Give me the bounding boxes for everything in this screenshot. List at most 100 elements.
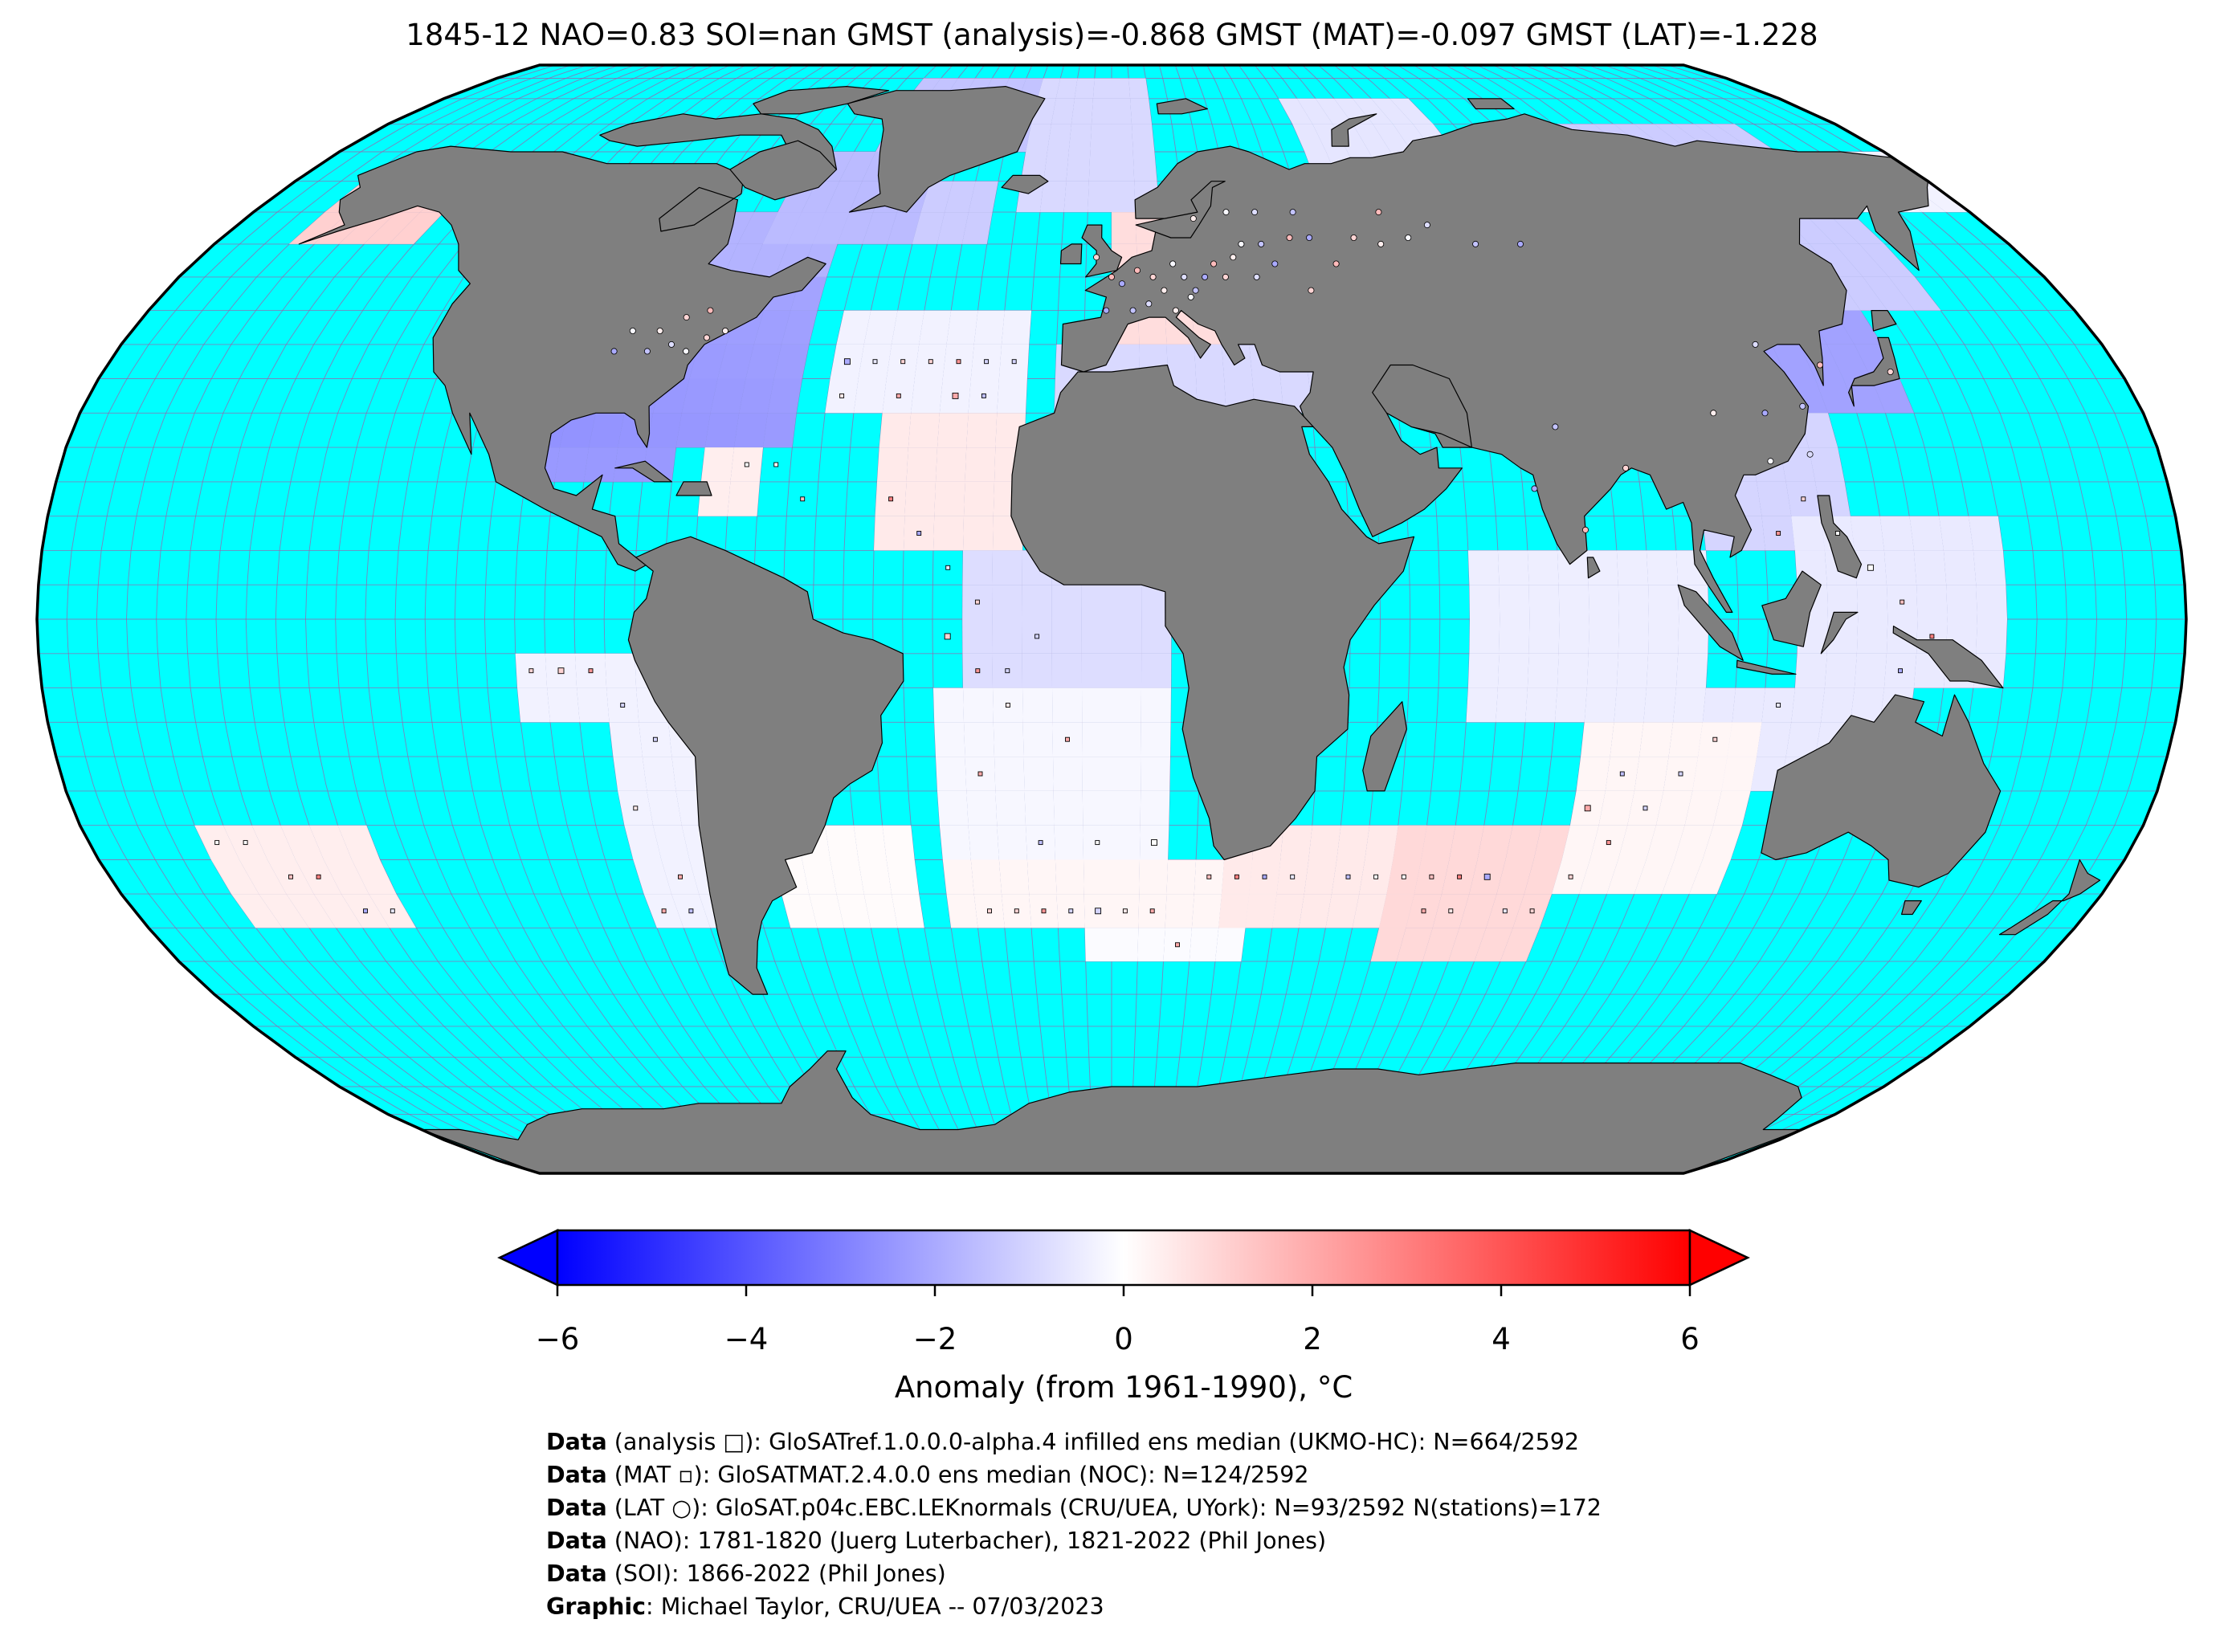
anomaly-cell <box>1068 124 1092 152</box>
anomaly-cell <box>1112 653 1142 688</box>
station-marker <box>1350 234 1357 241</box>
anomaly-cell <box>675 413 711 448</box>
land-antarctica <box>421 1050 1802 1173</box>
station-marker <box>1622 464 1630 471</box>
anomaly-cell <box>324 859 369 895</box>
anomaly-cell <box>1588 585 1619 619</box>
credit-line: Data (SOI): 1866-2022 (Phil Jones) <box>546 1557 1602 1590</box>
anomaly-cell <box>825 825 859 860</box>
anomaly-cell <box>1837 276 1887 311</box>
anomaly-cell <box>1353 98 1394 124</box>
anomaly-cell <box>1022 585 1052 619</box>
anomaly-cell <box>1821 687 1855 723</box>
credit-text: (LAT ○): GloSAT.p04c.EBC.LEKnormals (CRU… <box>606 1495 1602 1521</box>
station-marker <box>1887 368 1894 375</box>
anomaly-cell <box>1271 894 1304 928</box>
anomaly-cell <box>1132 124 1155 152</box>
anomaly-cell <box>1141 757 1170 791</box>
anomaly-cell <box>1826 585 1859 619</box>
station-marker <box>1108 273 1116 280</box>
anomaly-cell <box>1648 619 1679 654</box>
anomaly-cell <box>830 859 864 895</box>
land-borneo <box>1761 570 1822 647</box>
anomaly-cell <box>689 344 727 379</box>
anomaly-cell <box>1092 98 1112 124</box>
anomaly-cell <box>1757 722 1792 757</box>
anomaly-cell <box>1353 124 1391 152</box>
obs-marker <box>1005 668 1010 674</box>
anomaly-cell <box>1854 653 1887 688</box>
anomaly-cell <box>583 447 618 482</box>
globe-outline <box>35 63 2188 1175</box>
obs-marker <box>1095 908 1102 915</box>
anomaly-cell <box>1022 687 1053 723</box>
anomaly-cell <box>946 310 978 345</box>
anomaly-cell <box>1554 687 1587 723</box>
anomaly-cell <box>389 212 444 244</box>
anomaly-cell <box>1421 825 1456 860</box>
anomaly-cell <box>1112 212 1136 244</box>
station-marker <box>1332 260 1340 267</box>
station-marker <box>1531 485 1538 492</box>
land-hispaniola <box>675 481 712 496</box>
anomaly-cell <box>1527 653 1559 688</box>
anomaly-cell <box>874 516 905 551</box>
anomaly-cell <box>934 722 965 757</box>
anomaly-cell <box>1215 928 1246 962</box>
anomaly-cell <box>1299 894 1332 928</box>
colorbar-tick-label: 2 <box>1303 1322 1322 1356</box>
credit-line: Data (analysis □): GloSATref.1.0.0.0-alp… <box>546 1426 1602 1458</box>
anomaly-cell <box>1112 790 1141 826</box>
anomaly-cell <box>1616 653 1649 688</box>
anomaly-cell <box>1022 722 1053 757</box>
anomaly-cell <box>1946 585 1977 619</box>
anomaly-cell <box>1581 722 1614 757</box>
anomaly-cell <box>1140 790 1170 826</box>
colorbar-tick-label: −4 <box>724 1322 769 1356</box>
anomaly-cell <box>1557 550 1589 585</box>
anomaly-cell <box>836 894 871 928</box>
anomaly-cell <box>589 413 625 448</box>
anomaly-cell <box>809 894 844 928</box>
land-south-america <box>627 536 904 995</box>
data-credits: Data (analysis □): GloSATref.1.0.0.0-alp… <box>546 1426 1602 1623</box>
land-svalbard <box>1156 98 1208 115</box>
anomaly-cell <box>1474 928 1513 962</box>
anomaly-cell <box>733 413 768 448</box>
land-sri-lanka <box>1586 557 1601 579</box>
obs-marker <box>956 359 961 365</box>
credit-text: (analysis □): GloSATref.1.0.0.0-alpha.4 … <box>606 1429 1579 1455</box>
anomaly-cell <box>1477 825 1513 860</box>
credit-label: Data <box>546 1429 607 1455</box>
station-marker <box>1145 300 1153 308</box>
anomaly-cell <box>911 378 943 414</box>
station-marker <box>1308 287 1315 294</box>
anomaly-cell <box>338 212 397 244</box>
anomaly-cell <box>1850 687 1884 723</box>
anomaly-cell <box>745 344 781 379</box>
station-marker <box>668 341 675 348</box>
anomaly-cell <box>1528 619 1560 654</box>
anomaly-cell <box>1655 790 1693 826</box>
anomaly-cell <box>1308 825 1341 860</box>
anomaly-cell <box>1634 757 1669 791</box>
anomaly-cell <box>700 447 734 482</box>
anomaly-cell <box>812 212 850 244</box>
station-marker <box>1289 209 1296 216</box>
anomaly-cell <box>1558 619 1589 654</box>
colorbar-tick-label: 0 <box>1114 1322 1133 1356</box>
obs-marker <box>981 393 986 398</box>
obs-marker <box>528 668 534 674</box>
anomaly-cell <box>1449 825 1484 860</box>
anomaly-cell <box>1863 276 1915 311</box>
anomaly-cell <box>1112 722 1141 757</box>
station-marker <box>1161 287 1168 294</box>
station-marker <box>1405 234 1412 241</box>
colorbar-gradient <box>556 1229 1691 1287</box>
anomaly-cell <box>998 859 1030 895</box>
anomaly-cell <box>1026 124 1051 152</box>
anomaly-cell <box>1304 859 1337 895</box>
anomaly-cell <box>1112 757 1141 791</box>
anomaly-cell <box>1191 894 1222 928</box>
anomaly-cell <box>1558 585 1589 619</box>
